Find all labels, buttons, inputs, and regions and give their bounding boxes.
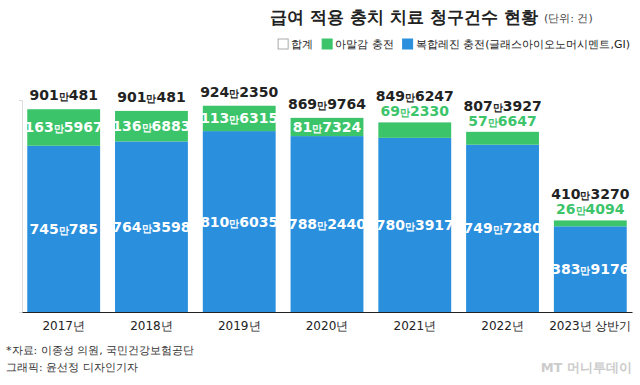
total-label: 924만2350	[200, 84, 278, 100]
data-label: 788만2440	[288, 216, 366, 232]
legend-label: 아말감 충전	[335, 38, 394, 51]
bar-segment	[466, 132, 539, 145]
data-label: 69만2330	[381, 103, 450, 119]
y-tick	[19, 312, 22, 313]
bar-segment	[291, 118, 364, 136]
data-label: 57만6647	[468, 113, 536, 129]
legend-swatch	[322, 39, 332, 49]
legend-label: 합계	[291, 38, 313, 51]
credit: MT 머니투데이	[541, 360, 632, 375]
legend-item: 합계	[278, 38, 313, 51]
total-label: 849만6247	[376, 88, 454, 104]
bar-segment	[27, 146, 100, 312]
data-label: 383만9176	[551, 261, 629, 277]
x-tick: 2022년	[481, 312, 524, 333]
total-label: 410만3270	[551, 186, 629, 202]
data-label: 745만785	[29, 221, 97, 237]
x-tick-label: 2018년	[130, 319, 173, 333]
x-axis-line	[23, 312, 633, 313]
legend-item: 복합레진 충전(글래스아이오노머시멘트,GI)	[403, 38, 630, 51]
total-label: 807만3927	[463, 98, 541, 114]
total-label: 869만9764	[288, 96, 366, 112]
data-label: 136만6883	[112, 118, 190, 134]
data-label: 810만6035	[200, 214, 278, 230]
bar-segment	[554, 220, 627, 226]
chart: 급여 적용 충치 치료 청구건수 현황 (단위: 건) 745만785 163만596…	[0, 0, 640, 385]
x-tick-label: 2023년 상반기	[549, 319, 631, 333]
total-label: 901만481	[117, 89, 185, 105]
x-axis: 2017년 2018년 2019년 2020년 2021년 2022년 2023년 상반기	[23, 312, 633, 333]
legend-swatch	[278, 39, 288, 49]
x-tick: 2017년	[42, 312, 85, 333]
legend: 합계 아말감 충전 복합레진 충전(글래스아이오노머시멘트,GI)	[278, 38, 630, 51]
y-axis	[19, 101, 23, 313]
y-axis-line	[19, 101, 23, 313]
x-tick-label: 2022년	[481, 319, 524, 333]
x-tick: 2019년	[218, 312, 261, 333]
total-label: 901만481	[29, 87, 97, 103]
x-tick: 2018년	[130, 312, 173, 333]
data-label: 749만7280	[463, 220, 541, 236]
legend-swatch	[403, 39, 413, 49]
title: 급여 적용 충치 치료 청구건수 현황	[270, 7, 538, 27]
note: *자료: 이종성 의원, 국민건강보험공단	[6, 344, 194, 357]
x-tick: 2020년	[306, 312, 349, 333]
x-tick-label: 2017년	[42, 319, 85, 333]
legend-item: 아말감 충전	[322, 38, 394, 51]
plot-area	[27, 106, 626, 312]
bar-segment	[378, 122, 451, 137]
data-labels: 745만785 163만5967 764만3598 136만6883 810만6035 1…	[25, 84, 630, 277]
subtitle: (단위: 건)	[544, 12, 593, 25]
data-label: 113만6315	[200, 110, 278, 126]
y-tick-mark	[19, 312, 22, 313]
data-label: 780만3917	[376, 217, 454, 233]
x-tick: 2023년 상반기	[549, 312, 631, 333]
legend-label: 복합레진 충전(글래스아이오노머시멘트,GI)	[416, 38, 630, 51]
x-tick-label: 2021년	[393, 319, 436, 333]
note: 그래픽: 윤선정 디자인기자	[6, 361, 138, 374]
data-label: 81만7324	[293, 119, 362, 135]
x-tick-label: 2019년	[218, 319, 261, 333]
data-label: 26만4094	[556, 201, 625, 217]
data-label: 764만3598	[112, 219, 190, 235]
x-tick: 2021년	[393, 312, 436, 333]
x-tick-label: 2020년	[306, 319, 349, 333]
data-label: 163만5967	[25, 119, 103, 135]
